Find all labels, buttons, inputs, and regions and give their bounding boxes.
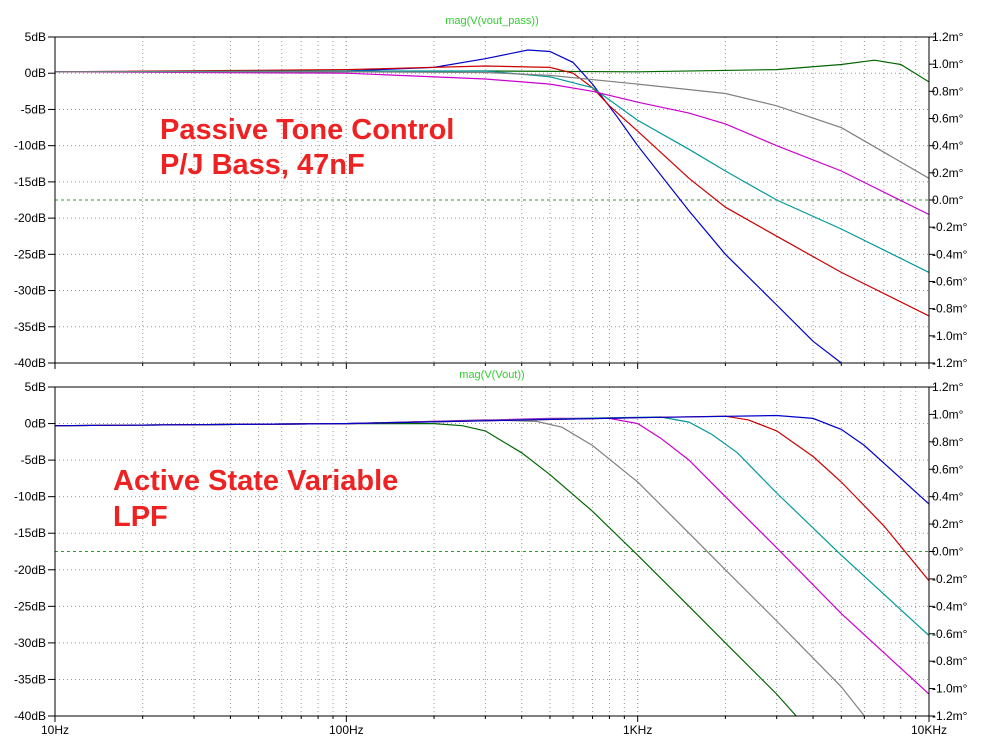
y2-tick-label: -0.2m° (932, 220, 968, 234)
series-line-4 (55, 70, 929, 273)
y2-tick-label: 0.6m° (932, 462, 964, 476)
series-line-5 (55, 71, 929, 216)
series-line-6 (55, 71, 929, 179)
y-tick-label: 5dB (25, 380, 46, 394)
x-tick-label: 100Hz (329, 723, 364, 737)
series-line-1 (55, 423, 797, 716)
y2-tick-label: 0.4m° (932, 139, 964, 153)
y-tick-label: -15dB (14, 526, 46, 540)
annotation-line-2: LPF (113, 501, 168, 533)
y2-tick-label: -1.0m° (932, 329, 968, 343)
y2-tick-label: -1.2m° (932, 356, 968, 370)
series-line-2 (55, 49, 842, 363)
plot-area (55, 37, 929, 363)
y-tick-label: -25dB (14, 599, 46, 613)
series-group (55, 414, 929, 716)
y2-tick-label: 0.2m° (932, 517, 964, 531)
trace-title: mag(V(vout_pass)) (445, 15, 539, 27)
y2-tick-label: 1.0m° (932, 57, 964, 71)
y-tick-label: -5dB (21, 102, 46, 116)
y-tick-label: -25dB (14, 247, 46, 261)
trace-title: mag(V(Vout)) (459, 369, 524, 381)
y-tick-label: -30dB (14, 636, 46, 650)
y2-tick-label: -0.2m° (932, 572, 968, 586)
annotation-line-1: Passive Tone Control (160, 114, 454, 146)
y-tick-label: 0dB (25, 66, 46, 80)
x-tick-label: 1KHz (623, 723, 652, 737)
y2-tick-label: 0.0m° (932, 193, 964, 207)
x-tick-label: 10KHz (911, 723, 947, 737)
y-tick-label: -30dB (14, 284, 46, 298)
series-line-6 (55, 414, 929, 505)
plot-area (55, 387, 929, 716)
grid-lines (55, 37, 929, 363)
y2-tick-label: 0.4m° (932, 490, 964, 504)
chart-panel-2: 5dB 0dB -5dB -10dB -15dB -20dB -25dB -30dB -35dB… (14, 369, 968, 737)
y2-tick-label: 0.8m° (932, 84, 964, 98)
y2-tick-label: 0.6m° (932, 112, 964, 126)
y2-tick-label: -0.4m° (932, 599, 968, 613)
y-tick-label: -40dB (14, 356, 46, 370)
y2-tick-label: 0.2m° (932, 166, 964, 180)
y2-tick-label: 1.2m° (932, 380, 964, 394)
annotation-line-1: Active State Variable (113, 465, 398, 497)
y2-tick-label: -0.4m° (932, 247, 968, 261)
y2-tick-label: -0.8m° (932, 302, 968, 316)
y-tick-label: -10dB (14, 139, 46, 153)
y2-tick-label: -0.8m° (932, 654, 968, 668)
y2-tick-label: -0.6m° (932, 627, 968, 641)
y-tick-label: -20dB (14, 563, 46, 577)
x-tick-label: 10Hz (41, 723, 69, 737)
y2-tick-label: -1.0m° (932, 682, 968, 696)
y2-tick-label: 1.0m° (932, 407, 964, 421)
y-tick-label: -40dB (14, 709, 46, 723)
series-group (55, 49, 929, 363)
y-tick-label: -20dB (14, 211, 46, 225)
y2-tick-label: 0.0m° (932, 545, 964, 559)
y2-tick-label: 0.8m° (932, 435, 964, 449)
series-line-3 (55, 65, 929, 317)
y-tick-label: 5dB (25, 30, 46, 44)
y2-tick-label: 1.2m° (932, 30, 964, 44)
annotation-line-2: P/J Bass, 47nF (160, 149, 365, 181)
chart-panel-1: 5dB 0dB -5dB -10dB -15dB -20dB -25dB -30dB -35dB… (14, 15, 968, 370)
y-tick-label: -10dB (14, 490, 46, 504)
y2-tick-label: -1.2m° (932, 709, 968, 723)
y-tick-label: -35dB (14, 672, 46, 686)
y-tick-label: -35dB (14, 320, 46, 334)
y-tick-label: -15dB (14, 175, 46, 189)
y2-tick-label: -0.6m° (932, 275, 968, 289)
y-tick-label: 0dB (25, 417, 46, 431)
y-tick-label: -5dB (21, 453, 46, 467)
